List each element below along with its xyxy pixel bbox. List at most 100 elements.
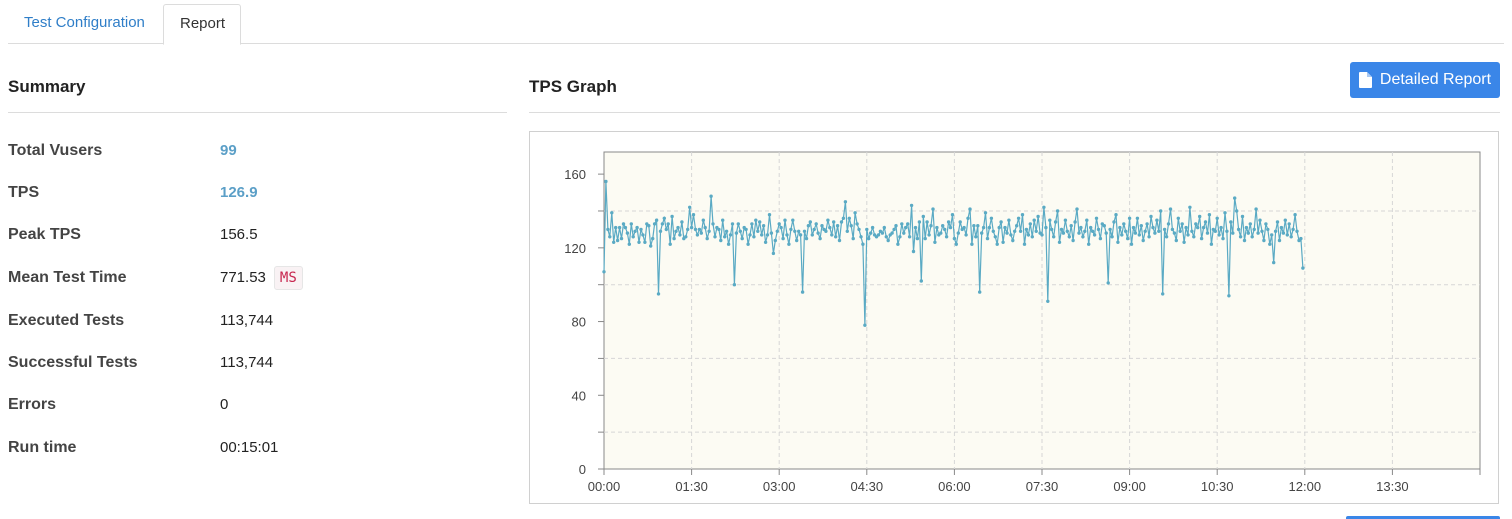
- tps-data-point: [1221, 236, 1225, 241]
- tab-test-configuration[interactable]: Test Configuration: [24, 14, 145, 31]
- tps-data-point: [818, 236, 822, 241]
- tps-data-point: [1225, 229, 1229, 233]
- tps-data-point: [621, 222, 626, 226]
- tps-data-point: [931, 207, 935, 211]
- x-tick-label: 09:00: [1113, 479, 1146, 494]
- tab-bar: Test Configuration Report: [8, 4, 1504, 45]
- tps-data-point: [721, 218, 725, 222]
- tps-data-point: [779, 225, 783, 230]
- tps-data-point: [1240, 214, 1245, 219]
- tps-data-point: [711, 222, 715, 226]
- tps-data-point: [890, 231, 894, 235]
- tps-data-point: [919, 279, 923, 283]
- summary-heading: Summary: [8, 77, 86, 96]
- document-icon: [1358, 72, 1372, 88]
- x-tick-label: 10:30: [1201, 479, 1234, 494]
- tps-data-point: [615, 238, 620, 243]
- tps-data-point: [1001, 240, 1005, 244]
- y-tick-label: 80: [572, 315, 586, 330]
- tps-data-point: [1256, 231, 1260, 235]
- tps-data-point: [1275, 220, 1280, 224]
- tps-data-point: [705, 236, 709, 241]
- tps-data-point: [837, 238, 842, 243]
- tps-data-point: [1248, 222, 1252, 226]
- tps-data-point: [668, 242, 672, 246]
- summary-label: Executed Tests: [8, 312, 125, 329]
- tps-data-point: [1011, 238, 1015, 243]
- tps-data-point: [709, 194, 713, 198]
- tps-data-point: [1223, 211, 1227, 215]
- tps-data-point: [728, 233, 733, 237]
- tps-data-point: [1065, 229, 1069, 233]
- tps-data-point: [1046, 299, 1050, 303]
- tps-data-point: [1229, 220, 1233, 224]
- tps-data-point: [612, 240, 616, 244]
- tps-data-point: [907, 235, 912, 239]
- tps-data-point: [853, 211, 857, 215]
- tps-data-point: [604, 179, 608, 184]
- tps-data-point: [1040, 233, 1044, 237]
- tps-value[interactable]: 126.9: [220, 184, 258, 201]
- tps-data-point: [978, 290, 982, 294]
- tps-data-point: [941, 224, 945, 228]
- tps-data-point: [1194, 222, 1198, 226]
- tps-data-point: [1104, 231, 1108, 235]
- tps-data-point: [686, 227, 690, 232]
- tps-data-point: [797, 229, 801, 233]
- tps-data-point: [974, 235, 978, 239]
- tps-data-point: [1067, 235, 1071, 239]
- detailed-report-button[interactable]: Detailed Report: [1350, 62, 1500, 98]
- tps-data-point: [1120, 233, 1124, 237]
- tps-data-point: [886, 238, 890, 243]
- tps-data-point: [1133, 231, 1138, 235]
- tps-data-point: [985, 236, 990, 241]
- summary-label: TPS: [8, 184, 40, 201]
- tps-data-point: [933, 240, 937, 244]
- tps-data-point: [1009, 233, 1013, 237]
- tps-data-point: [1295, 229, 1299, 233]
- tps-data-point: [1122, 222, 1126, 226]
- tps-data-point: [633, 229, 637, 233]
- tps-data-point: [627, 242, 631, 246]
- y-tick-label: 160: [564, 167, 586, 182]
- tps-data-point: [1198, 214, 1202, 219]
- tps-data-point: [804, 236, 809, 241]
- tps-data-point: [1190, 229, 1194, 233]
- summary-label: Peak TPS: [8, 226, 81, 243]
- x-tick-label: 00:00: [588, 479, 621, 494]
- tps-data-point: [1016, 216, 1021, 220]
- tps-data-point: [795, 238, 799, 243]
- y-tick-label: 120: [564, 241, 586, 256]
- tps-data-point: [752, 235, 756, 239]
- tps-data-point: [851, 236, 855, 241]
- tab-report[interactable]: Report: [163, 4, 241, 45]
- tps-data-point: [1272, 260, 1276, 265]
- tps-data-point: [855, 222, 859, 226]
- tps-data-point: [1170, 227, 1175, 232]
- tps-data-point: [1005, 231, 1009, 235]
- tps-data-point: [927, 233, 931, 237]
- tps-data-point: [814, 222, 818, 226]
- tps-data-point: [691, 213, 696, 217]
- tps-data-point: [773, 238, 777, 243]
- tps-data-point: [1108, 227, 1112, 232]
- tps-data-point: [1073, 220, 1077, 224]
- tps-data-point: [635, 225, 639, 230]
- partial-button-edge: [1346, 516, 1500, 519]
- tps-data-point: [775, 229, 779, 233]
- tps-data-point: [689, 225, 694, 230]
- tps-data-point: [1213, 229, 1217, 233]
- tps-data-point: [1268, 242, 1272, 246]
- tps-data-point: [1176, 216, 1180, 220]
- tps-data-point: [939, 231, 943, 235]
- tps-data-point: [1057, 240, 1062, 244]
- tps-data-point: [857, 227, 861, 232]
- tps-data-point: [1264, 222, 1268, 226]
- total-vusers-value[interactable]: 99: [220, 142, 237, 159]
- tps-data-point: [1137, 233, 1141, 237]
- tps-data-point: [1252, 227, 1256, 232]
- tps-data-point: [734, 231, 739, 235]
- tps-data-point: [643, 240, 647, 244]
- tps-data-point: [981, 225, 986, 230]
- tps-data-point: [896, 242, 900, 246]
